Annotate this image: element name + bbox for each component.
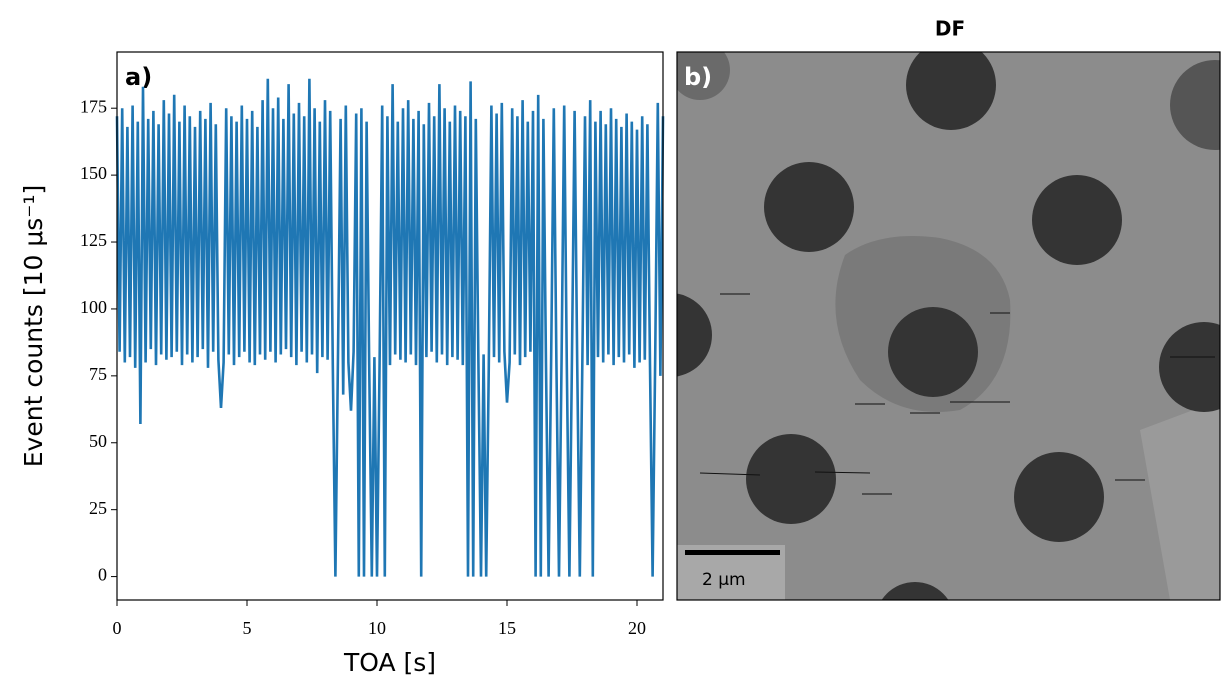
- x-axis-label: TOA [s]: [343, 648, 436, 677]
- y-tick-label: 0: [98, 565, 107, 585]
- panel-label: b): [684, 63, 712, 91]
- y-tick-label: 150: [80, 163, 107, 183]
- y-tick-label: 25: [89, 498, 107, 518]
- scale-bar-label: 2 μm: [702, 570, 746, 590]
- y-tick-label: 125: [80, 230, 107, 250]
- plot-frame: [116, 51, 664, 601]
- x-tick-label: 10: [368, 618, 386, 638]
- image-title: DF: [935, 17, 965, 41]
- x-tick-label: 0: [113, 618, 122, 638]
- y-axis-label: Event counts [10 μs⁻¹]: [19, 185, 48, 467]
- y-tick-label: 100: [80, 297, 107, 317]
- x-tick-label: 20: [628, 618, 646, 638]
- panel-label: a): [125, 63, 152, 91]
- x-tick-label: 15: [498, 618, 516, 638]
- x-tick-label: 5: [243, 618, 252, 638]
- y-tick-label: 175: [80, 96, 107, 116]
- data-line: [115, 78, 665, 577]
- y-tick-label: 75: [89, 364, 107, 384]
- image-frame: [676, 51, 1221, 601]
- micrograph: [677, 52, 1220, 600]
- y-tick-label: 50: [89, 431, 107, 451]
